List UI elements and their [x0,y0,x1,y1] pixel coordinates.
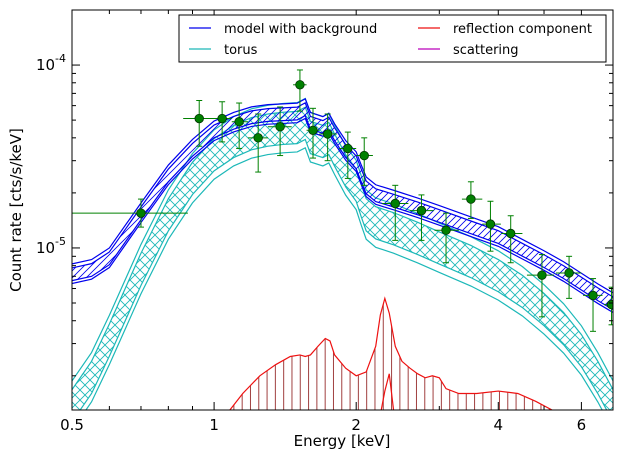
data-point-marker [295,80,305,90]
data-point-marker [253,133,263,143]
data-point [356,137,373,186]
torus-lower-line [85,146,603,410]
data-point [267,106,292,157]
data-point [306,107,320,159]
data-point-marker [136,208,146,218]
data-point-marker [359,150,369,161]
data-points-layer [72,69,613,332]
x-axis-title: Energy [keV] [294,432,391,450]
model-inner-lower-line [72,114,613,311]
data-point [382,184,409,241]
legend-label-reflection: reflection component [453,22,592,37]
data-point [555,255,582,299]
legend-box [178,14,607,63]
x-tick-label: 2 [351,416,361,434]
data-point-marker [322,129,333,139]
data-point [604,286,613,326]
torus-band [72,107,613,410]
x-tick-label: 4 [494,416,504,434]
legend-item-torus: torus [189,43,258,58]
legend-label-torus: torus [224,43,258,58]
data-point-marker [606,299,613,310]
data-point-marker [485,219,496,229]
data-point [501,215,523,264]
data-point-marker [390,198,400,209]
data-point-marker [308,125,318,135]
data-point [319,113,337,162]
data-point [231,102,249,149]
reflection-line-secondary [380,373,395,410]
y-tick-label: 10-4 [36,52,66,74]
plot-area [72,10,613,410]
data-point-marker [416,205,427,216]
data-point [482,200,501,252]
legend-item-reflection: reflection component [418,22,592,37]
reflection-line [229,296,553,410]
x-tick-label: 1 [209,416,219,434]
model-lower-line [72,117,613,313]
data-point [339,131,357,179]
legend-item-model: model with background [189,22,377,37]
data-point-marker [343,143,353,154]
data-point-marker [564,268,574,278]
data-point [434,212,459,264]
data-point-marker [217,113,227,124]
data-point-marker [588,290,598,301]
data-point [409,194,434,241]
legend-label-model: model with background [224,22,377,37]
x-tick-label: 0.5 [60,416,84,434]
data-point [461,181,483,219]
legend-label-scattering: scattering [453,43,519,58]
data-point-marker [466,194,476,204]
data-point-marker [234,117,244,127]
legend-item-scattering: scattering [418,43,519,58]
data-point-marker [441,225,451,235]
x-tick-label: 6 [577,416,587,434]
data-point [526,254,555,318]
data-point [583,278,603,332]
data-point-marker [194,113,204,124]
data-point [183,100,215,147]
data-point-marker [275,122,285,132]
legend: model with background torus reflection com… [178,14,607,63]
y-tick-label: 10-5 [36,235,66,257]
data-point [212,101,232,143]
model-band [72,102,613,310]
data-point-marker [506,228,516,239]
data-point [72,198,188,228]
data-point [293,69,307,112]
torus-inner-lower-line [79,138,608,410]
data-point [248,113,268,173]
data-point-marker [537,270,547,280]
y-axis-title: Count rate [cts/s/keV] [7,128,25,292]
plot-frame [71,9,614,411]
